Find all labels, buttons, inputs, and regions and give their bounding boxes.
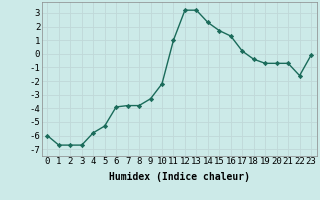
X-axis label: Humidex (Indice chaleur): Humidex (Indice chaleur) xyxy=(109,172,250,182)
